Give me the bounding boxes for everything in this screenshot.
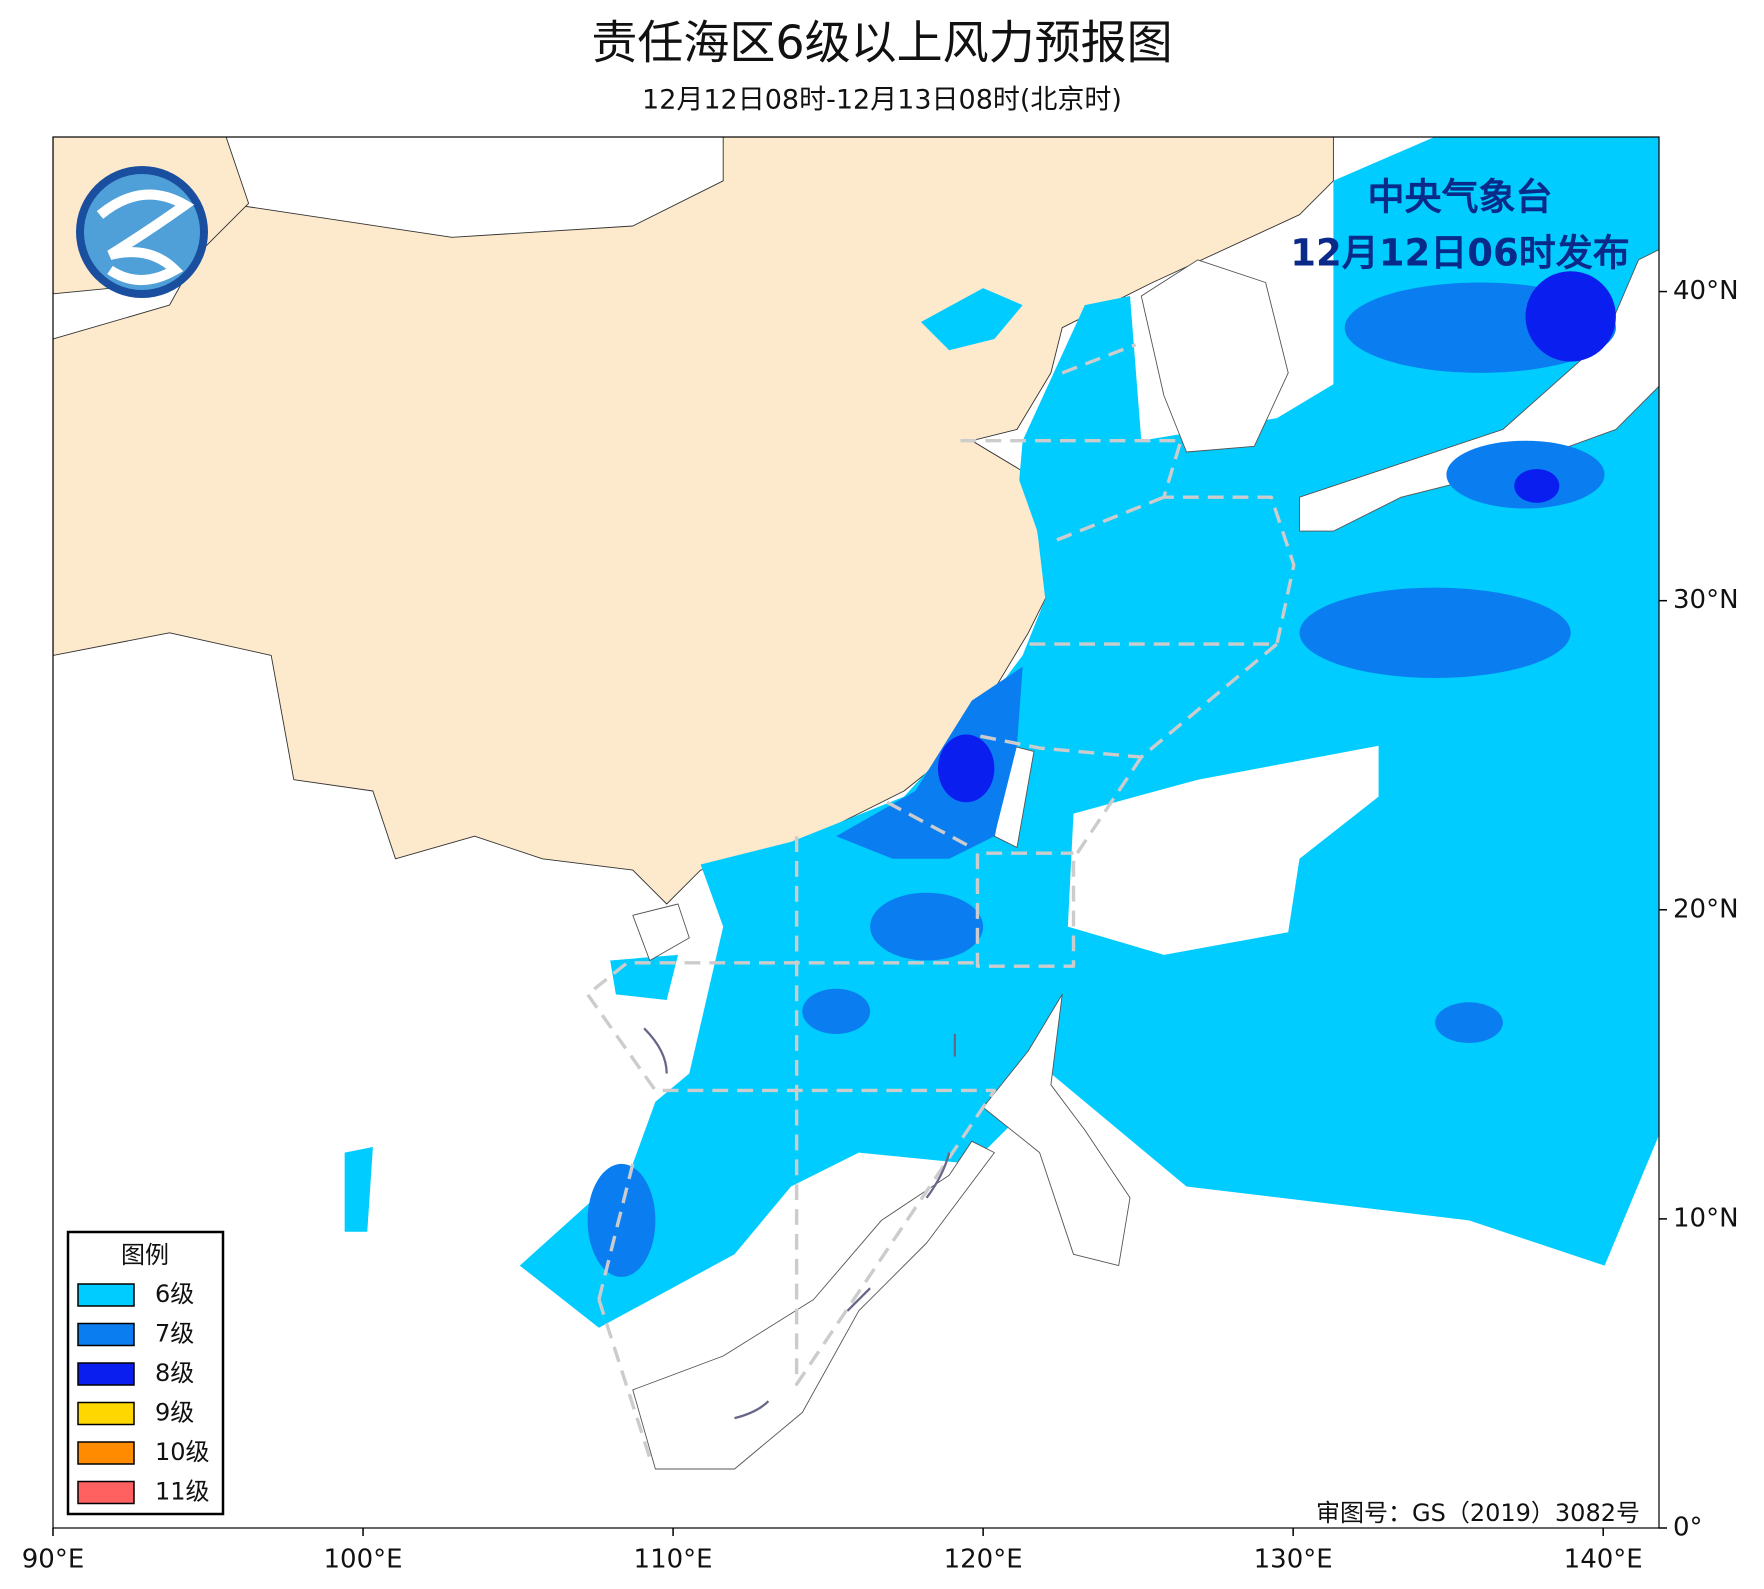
legend: 图例 6级 7级 8级 9级 10级 11级: [66, 1230, 225, 1516]
subtitle: 12月12日08时-12月13日08时(北京时): [642, 85, 1122, 116]
x-tick-label: 100°E: [324, 1545, 403, 1575]
y-tick-label: 20°N: [1673, 894, 1739, 924]
legend-swatch: [77, 1441, 135, 1465]
legend-swatch: [77, 1401, 135, 1426]
legend-swatch: [77, 1322, 135, 1347]
axis-ticks: 90°E 100°E 110°E 120°E 130°E 140°E 0° 10°N 20°N 3…: [22, 276, 1739, 1574]
y-tick-label: 10°N: [1673, 1203, 1739, 1233]
legend-label: 7级: [155, 1320, 194, 1348]
legend-label: 9级: [155, 1399, 194, 1427]
map-area: [53, 137, 1659, 1528]
x-tick-label: 130°E: [1254, 1545, 1333, 1575]
legend-title: 图例: [121, 1241, 169, 1269]
y-tick-label: 0°: [1673, 1513, 1703, 1543]
logo: [76, 166, 208, 298]
legend-label: 6级: [155, 1280, 194, 1308]
legend-swatch: [77, 1480, 135, 1505]
china-land: [53, 137, 1334, 905]
wind-area: [519, 137, 1659, 1328]
legend-label: 10级: [155, 1438, 210, 1466]
x-tick-label: 90°E: [22, 1545, 85, 1575]
wind-8: [937, 271, 1616, 803]
legend-swatch: [77, 1362, 135, 1386]
y-tick-label: 40°N: [1673, 276, 1739, 306]
legend-label: 8级: [155, 1359, 194, 1387]
title: 责任海区6级以上风力预报图: [591, 16, 1172, 70]
map-frame: [52, 136, 1660, 1529]
attribution: 审图号：GS（2019）3082号: [1316, 1499, 1640, 1527]
issuer-line: 中央气象台: [1368, 176, 1553, 219]
y-tick-label: 30°N: [1673, 585, 1739, 615]
x-tick-label: 140°E: [1564, 1545, 1643, 1575]
x-tick-label: 120°E: [944, 1545, 1023, 1575]
legend-label: 11级: [155, 1478, 210, 1506]
x-tick-label: 110°E: [634, 1545, 713, 1575]
legend-swatch: [77, 1283, 135, 1307]
issuer-line: 12月12日06时发布: [1290, 232, 1629, 275]
